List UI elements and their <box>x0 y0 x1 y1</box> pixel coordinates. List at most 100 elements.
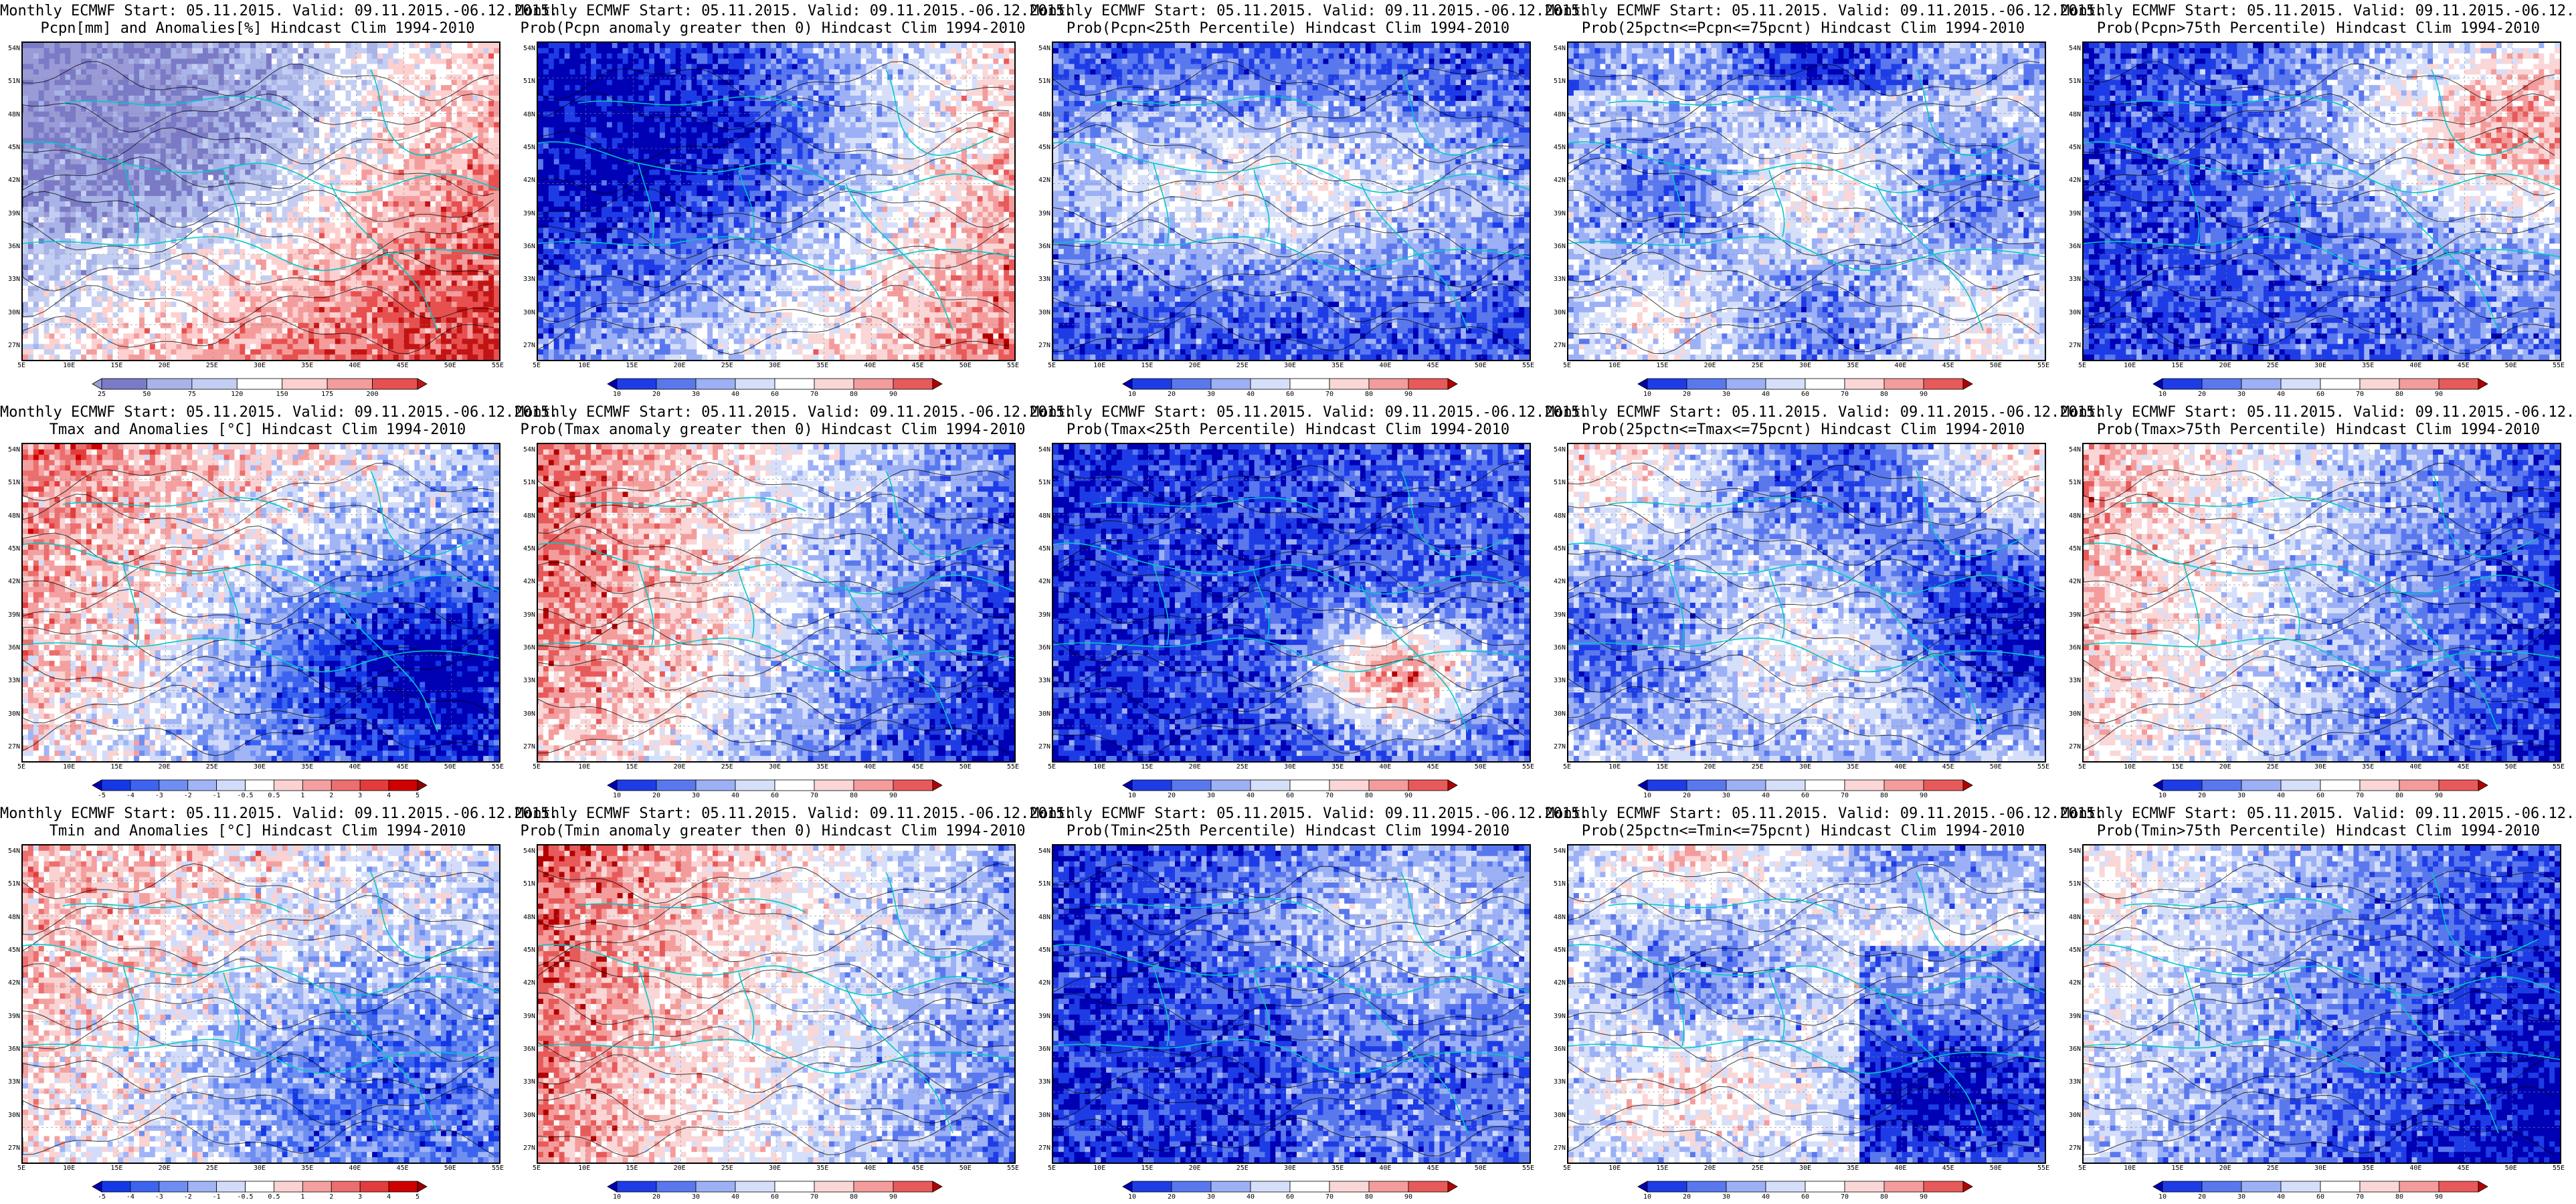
colorbar-label: 30 <box>1722 391 1730 398</box>
latitude-label: 33N <box>1547 276 1566 283</box>
latitude-label: 51N <box>1032 480 1050 486</box>
colorbar-label: 10 <box>2158 391 2167 398</box>
longitude-label: 10E <box>63 1165 75 1172</box>
colorbar-label: 30 <box>1722 793 1730 799</box>
latitude-label: 48N <box>1032 914 1050 921</box>
longitude-label: 15E <box>1141 363 1153 369</box>
colorbar-under-triangle <box>1123 1181 1132 1192</box>
colorbar-segment <box>617 1181 656 1192</box>
longitude-label: 15E <box>1656 1165 1668 1172</box>
latitude-label: 39N <box>1547 211 1566 217</box>
longitude-label: 45E <box>1942 363 1954 369</box>
latitude-label: 36N <box>2062 243 2081 250</box>
longitude-label: 40E <box>1894 1165 1906 1172</box>
longitude-label: 45E <box>1942 764 1954 771</box>
longitude-label: 10E <box>578 764 590 771</box>
latitude-label: 30N <box>1547 310 1566 316</box>
longitude-label: 40E <box>864 764 876 771</box>
longitude-label: 50E <box>1475 764 1487 771</box>
panel-title-line2: Pcpn[mm] and Anomalies[%] Hindcast Clim … <box>0 20 515 37</box>
longitude-label: 35E <box>2362 764 2374 771</box>
latitude-label: 48N <box>2062 914 2081 921</box>
panel-title-line1: Monthly ECMWF Start: 05.11.2015. Valid: … <box>515 805 1030 823</box>
colorbar-segment <box>246 780 274 791</box>
colorbar-segment <box>1172 780 1211 791</box>
latitude-label: 30N <box>1 711 20 718</box>
colorbar-label: 40 <box>731 1194 739 1201</box>
latitude-label: 27N <box>1032 342 1050 349</box>
latitude-label: 42N <box>2062 980 2081 987</box>
longitude-label: 30E <box>1799 363 1811 369</box>
longitude-label: 45E <box>1427 363 1439 369</box>
longitude-label: 5E <box>533 1165 541 1172</box>
colorbar-label: 70 <box>810 1194 818 1201</box>
colorbar-label: 10 <box>613 391 621 398</box>
colorbar-under-triangle <box>608 379 617 389</box>
colorbar-segment <box>159 780 188 791</box>
colorbar-label: 20 <box>1168 1194 1176 1201</box>
latitude-label: 51N <box>517 881 535 888</box>
colorbar-svg <box>92 379 427 389</box>
longitude-label: 35E <box>1331 363 1344 369</box>
colorbar-segment <box>274 1181 302 1192</box>
colorbar-segment <box>1408 379 1448 389</box>
latitude-label: 54N <box>1032 848 1050 855</box>
forecast-panel: Monthly ECMWF Start: 05.11.2015. Valid: … <box>2061 803 2576 1204</box>
latitude-label: 27N <box>2062 342 2081 349</box>
colorbar-label: -5 <box>98 1194 106 1201</box>
longitude-label: 5E <box>17 1165 25 1172</box>
longitude-label: 55E <box>2037 363 2049 369</box>
latitude-label: 27N <box>1 744 20 750</box>
colorbar-segment <box>1290 780 1329 791</box>
panel-title-line1: Monthly ECMWF Start: 05.11.2015. Valid: … <box>1546 805 2061 823</box>
forecast-map <box>2082 41 2561 361</box>
latitude-label: 45N <box>1547 144 1566 151</box>
colorbar-label: 40 <box>2277 1194 2285 1201</box>
colorbar-label: 80 <box>1880 793 1888 799</box>
longitude-label: 45E <box>912 764 924 771</box>
map-field-svg <box>538 444 1014 761</box>
latitude-label: 48N <box>1 112 20 118</box>
latitude-label: 54N <box>1032 447 1050 454</box>
forecast-panel: Monthly ECMWF Start: 05.11.2015. Valid: … <box>1030 803 1546 1204</box>
colorbar-svg <box>1638 780 1972 791</box>
colorbar-under-triangle <box>1638 780 1647 791</box>
panel-title-line1: Monthly ECMWF Start: 05.11.2015. Valid: … <box>0 404 515 421</box>
latitude-label: 54N <box>2062 45 2081 52</box>
colorbar-segment <box>1845 1181 1884 1192</box>
longitude-label: 40E <box>2409 1165 2421 1172</box>
longitude-label: 50E <box>2505 764 2517 771</box>
colorbar-under-triangle <box>2153 1181 2163 1192</box>
longitude-label: 30E <box>1284 764 1296 771</box>
latitude-label: 30N <box>517 711 535 718</box>
latitude-label: 51N <box>1 480 20 486</box>
latitude-label: 48N <box>1547 513 1566 520</box>
latitude-label: 36N <box>1547 1046 1566 1053</box>
colorbar-segment <box>327 379 372 389</box>
forecast-panel: Monthly ECMWF Start: 05.11.2015. Valid: … <box>515 0 1030 401</box>
longitude-label: 50E <box>1475 363 1487 369</box>
forecast-map <box>537 844 1016 1164</box>
colorbar-under-triangle <box>1638 1181 1647 1192</box>
colorbar-label: 30 <box>1722 1194 1730 1201</box>
longitude-label: 20E <box>674 764 686 771</box>
colorbar-label: -0.5 <box>237 793 253 799</box>
colorbar-under-triangle <box>92 780 102 791</box>
forecast-panel: Monthly ECMWF Start: 05.11.2015. Valid: … <box>0 401 515 803</box>
longitude-label: 5E <box>17 363 25 369</box>
latitude-label: 42N <box>1032 980 1050 987</box>
colorbar-label: 70 <box>2356 391 2364 398</box>
latitude-label: 39N <box>1032 1013 1050 1020</box>
longitude-label: 20E <box>159 363 171 369</box>
latitude-label: 27N <box>1547 1145 1566 1152</box>
panel-title-line2: Prob(Pcpn<25th Percentile) Hindcast Clim… <box>1030 20 1546 37</box>
latitude-label: 51N <box>1547 78 1566 85</box>
colorbar-label: 80 <box>1880 1194 1888 1201</box>
longitude-label: 55E <box>492 363 504 369</box>
colorbar-over-triangle <box>418 780 427 791</box>
forecast-map <box>537 443 1016 763</box>
longitude-label: 15E <box>1656 363 1668 369</box>
colorbar-segment <box>656 780 696 791</box>
longitude-label: 40E <box>1894 363 1906 369</box>
longitude-label: 20E <box>1704 764 1716 771</box>
